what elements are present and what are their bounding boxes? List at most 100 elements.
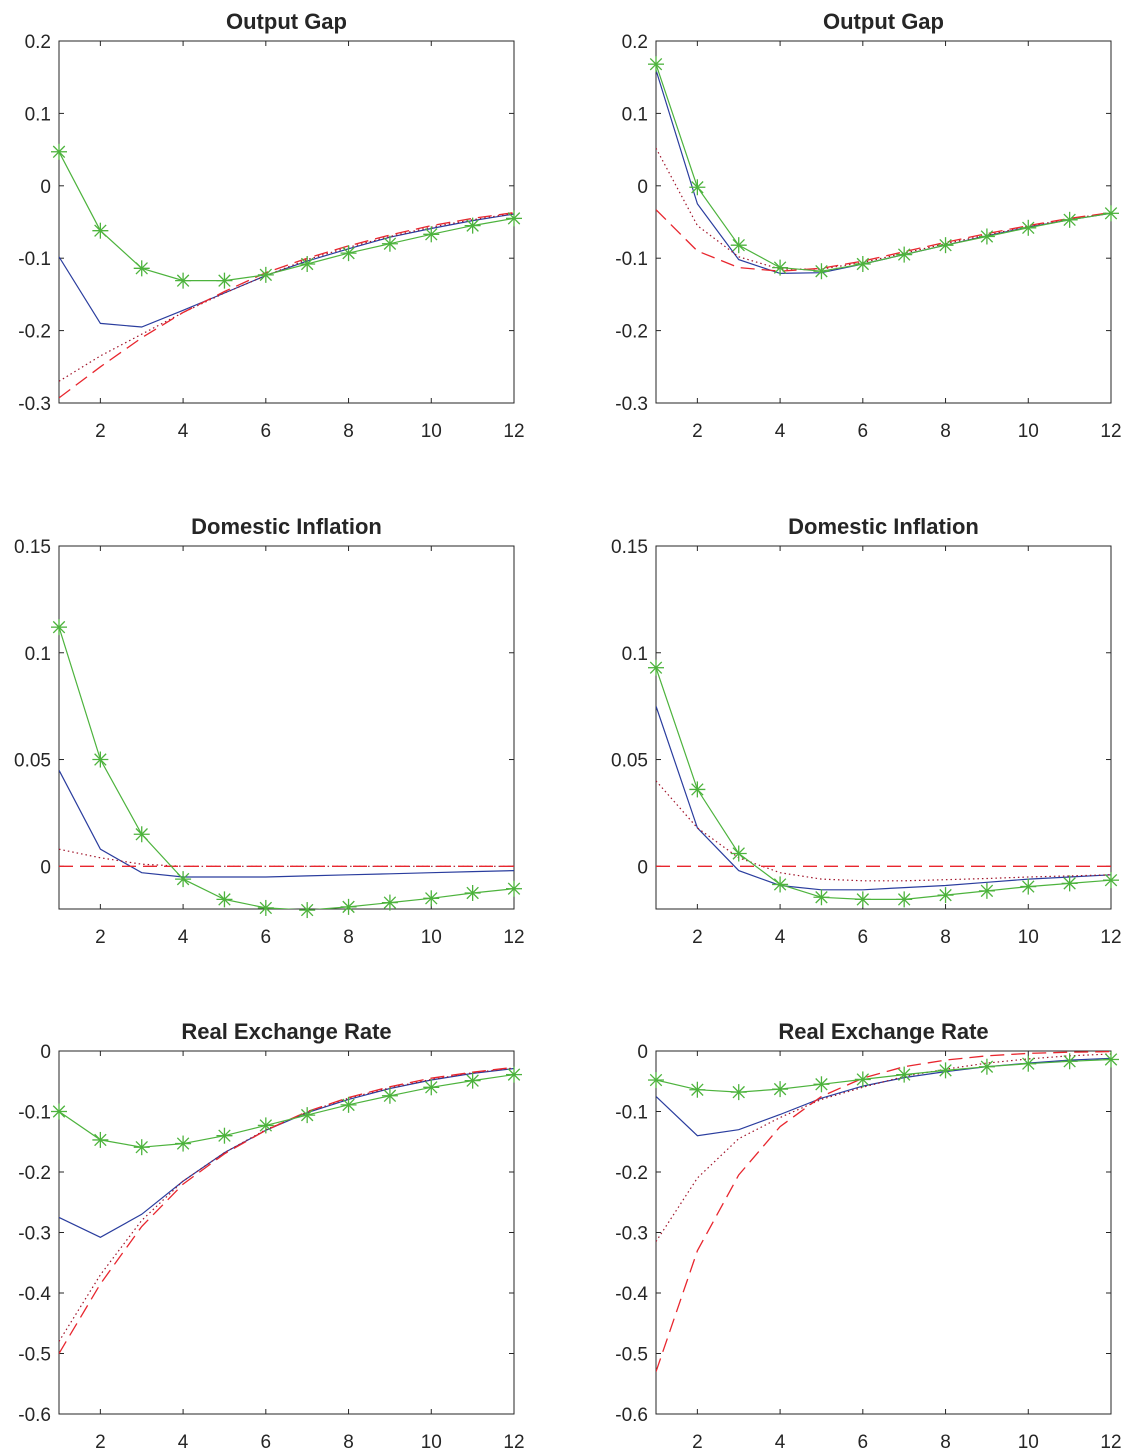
asterisk-stroke [732, 1085, 745, 1099]
asterisk-stroke [980, 1060, 994, 1073]
series-line-dotted [656, 1053, 1111, 1242]
data-point-asterisk [92, 751, 109, 768]
data-point-asterisk [423, 890, 440, 907]
x-tick-label: 8 [343, 1432, 354, 1453]
plot-area [58, 1050, 515, 1415]
panel-title: Output Gap [823, 9, 944, 34]
data-point-asterisk [299, 1107, 316, 1124]
asterisk-stroke [383, 1089, 397, 1102]
data-point-asterisk [51, 1103, 67, 1120]
x-tick-label: 8 [940, 1432, 951, 1453]
y-tick-label: -0.2 [615, 322, 648, 343]
y-tick-label: -0.1 [615, 1103, 648, 1124]
y-tick-label: -0.4 [18, 1284, 51, 1305]
y-tick-label: 0.2 [622, 32, 648, 53]
series-line-solid [59, 769, 514, 878]
y-tick-label: -0.2 [18, 1163, 51, 1184]
asterisk-stroke [176, 274, 190, 287]
x-tick-label: 4 [775, 927, 786, 948]
asterisk-stroke [856, 257, 870, 271]
x-tick-label: 12 [503, 927, 524, 948]
data-point-asterisk [648, 659, 664, 676]
asterisk-stroke [218, 1129, 231, 1142]
data-point-asterisk [216, 1127, 233, 1144]
x-tick-label: 12 [1100, 421, 1121, 442]
x-tick-label: 4 [178, 1432, 189, 1453]
data-point-asterisk [1103, 872, 1119, 889]
asterisk-stroke [135, 828, 148, 841]
data-point-asterisk [257, 899, 274, 916]
data-point-asterisk [506, 880, 522, 897]
x-tick-label: 10 [1018, 927, 1039, 948]
asterisk-stroke [52, 620, 66, 634]
data-point-asterisk [216, 272, 233, 289]
asterisk-stroke [425, 228, 438, 241]
data-point-asterisk [92, 1131, 109, 1148]
y-tick-label: 0 [40, 1042, 51, 1063]
data-point-asterisk [464, 217, 481, 234]
data-point-asterisk [978, 882, 995, 899]
x-tick-label: 4 [178, 927, 189, 948]
data-point-asterisk [216, 891, 233, 908]
panel-title: Real Exchange Rate [778, 1019, 988, 1044]
data-point-asterisk [381, 1087, 398, 1104]
asterisk-stroke [1104, 1053, 1118, 1066]
y-tick-label: -0.1 [18, 1103, 51, 1124]
asterisk-stroke [52, 145, 66, 158]
asterisk-stroke [259, 268, 273, 282]
data-point-asterisk [92, 222, 109, 239]
x-tick-label: 6 [261, 421, 272, 442]
series-line-marker [59, 1074, 514, 1148]
series-line-solid [59, 213, 514, 328]
asterisk-stroke [342, 246, 355, 260]
data-point-asterisk [175, 272, 192, 289]
x-tick-label: 12 [503, 421, 524, 442]
asterisk-stroke [649, 661, 663, 674]
data-point-asterisk [464, 1072, 481, 1089]
x-tick-label: 4 [178, 421, 189, 442]
data-point-asterisk [648, 56, 664, 73]
x-tick-label: 4 [775, 421, 786, 442]
data-point-asterisk [813, 1076, 830, 1093]
asterisk-stroke [259, 1119, 273, 1132]
series-line-solid [656, 705, 1111, 891]
asterisk-stroke [815, 891, 828, 904]
series-line-marker [59, 151, 514, 282]
x-tick-label: 6 [858, 421, 869, 442]
asterisk-stroke [815, 265, 828, 278]
data-point-asterisk [772, 1081, 789, 1098]
data-point-asterisk [937, 237, 954, 254]
asterisk-stroke [856, 893, 870, 906]
asterisk-stroke [507, 212, 521, 225]
asterisk-stroke [218, 893, 231, 906]
y-tick-label: -0.1 [18, 249, 51, 270]
series-line-dashed [59, 211, 514, 399]
asterisk-stroke [466, 1074, 479, 1087]
data-point-asterisk [133, 1139, 150, 1156]
y-tick-label: -0.6 [615, 1405, 648, 1426]
data-point-asterisk [51, 143, 67, 160]
asterisk-stroke [773, 1082, 787, 1096]
data-point-asterisk [464, 884, 481, 901]
chart-panel-1: Output Gap 2 4 6 8 10 12 -0.3 -0.2 -0.1 0 0.1 0.2 [18, 9, 524, 442]
y-tick-label: 0 [637, 177, 648, 198]
x-tick-label: 2 [95, 1432, 106, 1453]
asterisk-stroke [342, 1098, 355, 1112]
series-line-dotted [656, 147, 1111, 270]
chart-panel-4: Domestic Inflation 2 4 6 8 10 12 0 0.05 0.1 0.15 [611, 514, 1122, 948]
asterisk-stroke [980, 884, 994, 898]
data-point-asterisk [133, 260, 150, 277]
data-point-asterisk [772, 259, 789, 276]
data-point-asterisk [1020, 219, 1037, 236]
data-point-asterisk [813, 263, 830, 280]
asterisk-stroke [1063, 1055, 1076, 1068]
x-tick-label: 12 [1100, 927, 1121, 948]
asterisk-stroke [732, 847, 745, 860]
data-point-asterisk [1061, 211, 1078, 228]
asterisk-stroke [507, 1068, 521, 1081]
y-tick-label: -0.5 [615, 1345, 648, 1366]
y-tick-label: 0.05 [14, 751, 51, 772]
data-point-asterisk [689, 781, 706, 798]
y-tick-label: -0.4 [615, 1284, 648, 1305]
